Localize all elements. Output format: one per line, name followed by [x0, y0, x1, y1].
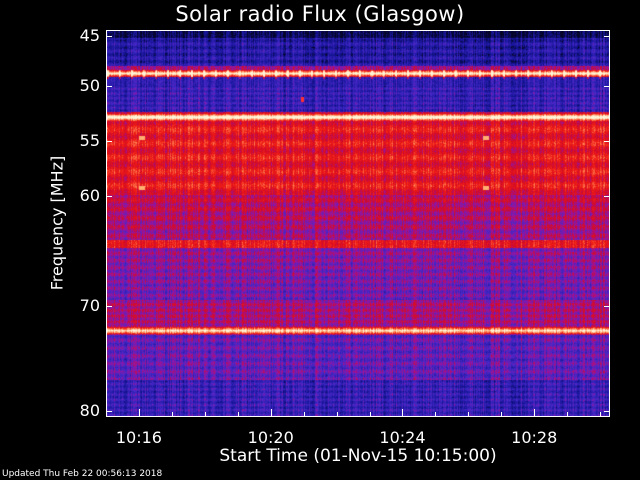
- x-minor-tick: [171, 412, 173, 416]
- x-tick-mark: [270, 409, 272, 416]
- x-tick-label: 10:16: [115, 428, 162, 447]
- y-tick-label: 45: [79, 26, 100, 45]
- y-tick-mark: [106, 86, 112, 87]
- x-tick-mark: [138, 409, 140, 416]
- chart-title: Solar radio Flux (Glasgow): [175, 2, 465, 26]
- spectrogram-heatmap: [107, 31, 609, 416]
- x-minor-tick: [435, 412, 437, 416]
- y-tick-mark: [604, 141, 610, 142]
- x-tick-mark: [534, 409, 536, 416]
- x-tick-label: 10:28: [511, 428, 558, 447]
- x-axis-label: Start Time (01-Nov-15 10:15:00): [219, 446, 497, 466]
- y-axis-label: Frequency [MHz]: [47, 155, 67, 291]
- x-tick-label: 10:24: [379, 428, 426, 447]
- x-minor-tick: [501, 412, 503, 416]
- y-tick-mark: [604, 306, 610, 307]
- y-tick-mark: [604, 196, 610, 197]
- x-minor-tick: [468, 412, 470, 416]
- y-tick-mark: [106, 141, 112, 142]
- updated-timestamp: Updated Thu Feb 22 00:56:13 2018: [2, 469, 163, 479]
- x-minor-tick: [369, 412, 371, 416]
- y-tick-label: 70: [79, 296, 100, 315]
- x-tick-mark: [402, 409, 404, 416]
- y-tick-label: 55: [79, 131, 100, 150]
- x-minor-tick: [204, 412, 206, 416]
- y-tick-mark: [106, 196, 112, 197]
- x-minor-tick: [567, 412, 569, 416]
- y-tick-mark: [604, 411, 610, 412]
- x-minor-tick: [336, 412, 338, 416]
- y-tick-label: 50: [79, 76, 100, 95]
- x-minor-tick: [303, 412, 305, 416]
- plot-area: [106, 30, 610, 417]
- y-tick-mark: [604, 86, 610, 87]
- x-minor-tick: [237, 412, 239, 416]
- y-tick-mark: [106, 306, 112, 307]
- y-tick-label: 60: [79, 186, 100, 205]
- y-tick-mark: [106, 36, 112, 37]
- y-tick-label: 80: [79, 401, 100, 420]
- x-minor-tick: [600, 412, 602, 416]
- y-tick-mark: [604, 36, 610, 37]
- y-tick-mark: [106, 411, 112, 412]
- x-tick-label: 10:20: [247, 428, 294, 447]
